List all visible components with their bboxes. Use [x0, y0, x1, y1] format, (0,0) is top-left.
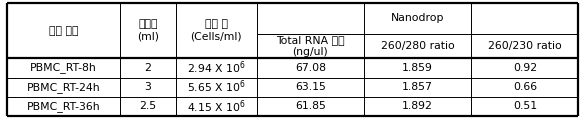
Text: PBMC_RT-36h: PBMC_RT-36h [26, 101, 100, 112]
Text: 260/230 ratio: 260/230 ratio [488, 41, 562, 51]
Text: 1.859: 1.859 [402, 63, 433, 73]
Text: 67.08: 67.08 [295, 63, 326, 73]
Text: 세포 수
(Cells/ml): 세포 수 (Cells/ml) [190, 20, 242, 42]
Text: 260/280 ratio: 260/280 ratio [381, 41, 455, 51]
Text: 0.51: 0.51 [513, 101, 537, 111]
Text: 5.65 X 10$^6$: 5.65 X 10$^6$ [187, 79, 246, 95]
Text: 3: 3 [144, 82, 152, 92]
Text: 샘플 정보: 샘플 정보 [49, 26, 78, 36]
Text: 2.5: 2.5 [139, 101, 156, 111]
Text: 1.892: 1.892 [402, 101, 433, 111]
Text: 0.66: 0.66 [513, 82, 537, 92]
Text: Nanodrop: Nanodrop [391, 13, 445, 23]
Text: 0.92: 0.92 [513, 63, 537, 73]
Text: 전혈량
(ml): 전혈량 (ml) [137, 20, 159, 42]
Text: PBMC_RT-8h: PBMC_RT-8h [30, 62, 97, 73]
Text: 61.85: 61.85 [295, 101, 326, 111]
Text: 63.15: 63.15 [295, 82, 326, 92]
Text: 1.857: 1.857 [402, 82, 433, 92]
Text: Total RNA 농도
(ng/ul): Total RNA 농도 (ng/ul) [276, 35, 345, 57]
Text: 2: 2 [144, 63, 152, 73]
Text: PBMC_RT-24h: PBMC_RT-24h [26, 82, 100, 93]
Text: 2.94 X 10$^6$: 2.94 X 10$^6$ [187, 60, 246, 76]
Text: 4.15 X 10$^6$: 4.15 X 10$^6$ [187, 98, 246, 115]
